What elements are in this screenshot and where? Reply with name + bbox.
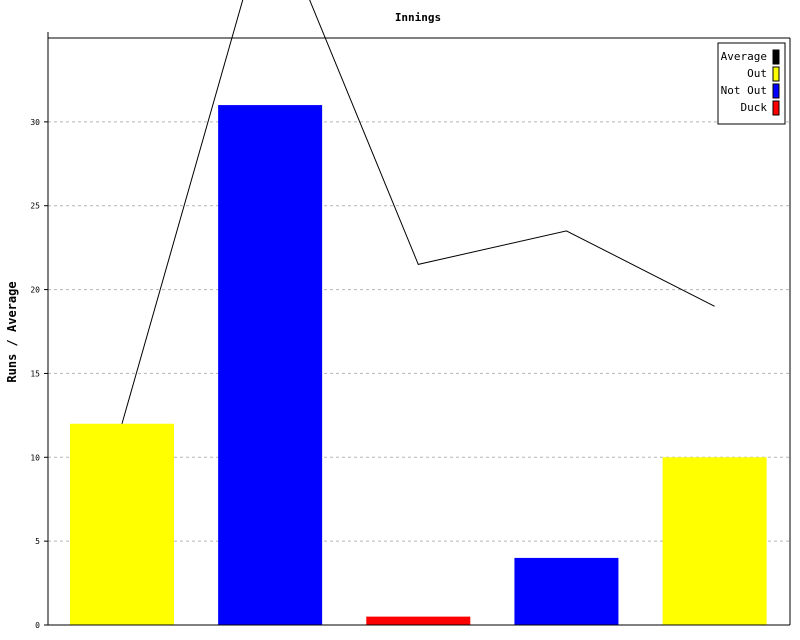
- y-axis-label: Runs / Average: [5, 281, 19, 382]
- y-tick-label: 15: [30, 369, 40, 378]
- legend-swatch: [772, 83, 780, 99]
- y-tick-label: 30: [30, 118, 40, 127]
- y-tick-label: 0: [35, 621, 40, 630]
- bar: [218, 105, 323, 626]
- legend: Average Out Not Out Duck: [717, 42, 786, 125]
- legend-swatch: [772, 49, 780, 65]
- y-tick-label: 10: [30, 453, 40, 462]
- legend-swatch: [772, 66, 780, 82]
- y-tick-label: 20: [30, 286, 40, 295]
- legend-label: Duck: [741, 101, 768, 114]
- legend-label: Out: [747, 67, 767, 80]
- bar: [662, 457, 767, 625]
- chart-title: Innings: [395, 11, 441, 24]
- bar: [69, 423, 174, 625]
- legend-label: Not Out: [721, 84, 767, 97]
- axes: [47, 32, 791, 626]
- bar: [366, 616, 471, 625]
- legend-label: Average: [721, 50, 767, 63]
- y-ticks: 0 5 10 15 20 25 30: [30, 118, 48, 630]
- y-tick-label: 5: [35, 537, 40, 546]
- bar: [514, 557, 619, 625]
- average-line-group: [121, 0, 715, 424]
- bars-group: [69, 105, 767, 626]
- legend-swatch: [772, 100, 780, 116]
- average-line: [121, 0, 715, 424]
- y-tick-label: 25: [30, 202, 40, 211]
